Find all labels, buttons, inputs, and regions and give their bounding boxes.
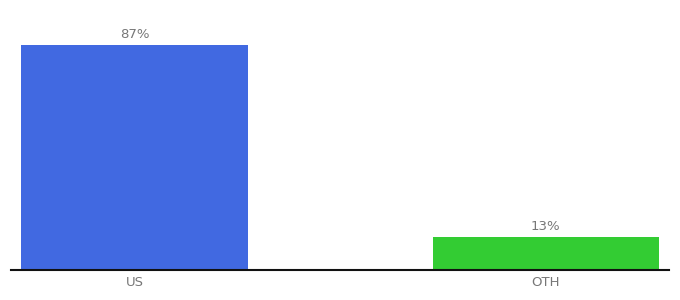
Bar: [21, 45, 248, 270]
Text: 87%: 87%: [120, 28, 149, 41]
Bar: [432, 237, 659, 270]
Text: 13%: 13%: [531, 220, 560, 233]
